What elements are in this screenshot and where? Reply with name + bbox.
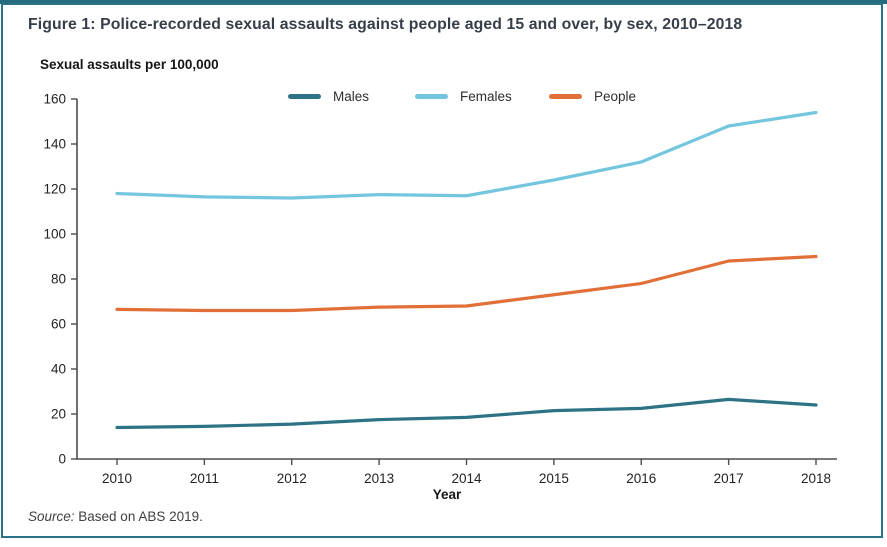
y-tick-label: 0 <box>58 452 66 467</box>
x-tick-label: 2017 <box>714 471 744 486</box>
source-prefix: Source: <box>28 509 75 524</box>
x-tick-label: 2018 <box>801 471 831 486</box>
females-line-swatch <box>415 93 448 99</box>
people-line <box>115 254 818 313</box>
legend-item-males: Males <box>288 88 369 104</box>
top-border-strip <box>0 0 887 4</box>
y-tick-label: 80 <box>51 272 66 287</box>
x-tick-label: 2010 <box>102 471 132 486</box>
x-axis-title: Year <box>432 487 462 502</box>
x-tick-label: 2011 <box>190 471 219 486</box>
legend-item-females: Females <box>415 88 512 104</box>
people-line-swatch <box>549 93 582 99</box>
males-line <box>115 397 818 430</box>
y-tick-label: 160 <box>43 92 66 107</box>
source-note: Source: Based on ABS 2019. <box>28 509 203 524</box>
legend-label-people: People <box>594 88 637 104</box>
legend-label-females: Females <box>460 88 512 104</box>
y-tick-label: 140 <box>43 137 66 152</box>
x-tick-label: 2016 <box>626 471 656 486</box>
males-line-swatch <box>288 93 321 99</box>
y-tick-label: 100 <box>43 227 66 242</box>
figure-border-box <box>1 3 883 538</box>
x-tick-label: 2012 <box>277 471 307 486</box>
y-tick-label: 40 <box>51 362 66 377</box>
legend-item-people: People <box>549 88 636 104</box>
y-tick-label: 60 <box>51 317 66 332</box>
figure-title: Figure 1: Police-recorded sexual assault… <box>28 16 743 33</box>
x-tick-label: 2013 <box>364 471 394 486</box>
axes <box>76 99 837 460</box>
x-tick-label: 2015 <box>539 471 569 486</box>
y-axis-title: Sexual assaults per 100,000 <box>40 57 219 72</box>
x-tick-label: 2014 <box>451 471 482 486</box>
females-line <box>115 110 818 200</box>
y-tick-label: 20 <box>51 407 66 422</box>
legend-label-males: Males <box>333 88 370 104</box>
y-tick-label: 120 <box>43 182 66 197</box>
source-text: Based on ABS 2019. <box>74 509 203 524</box>
